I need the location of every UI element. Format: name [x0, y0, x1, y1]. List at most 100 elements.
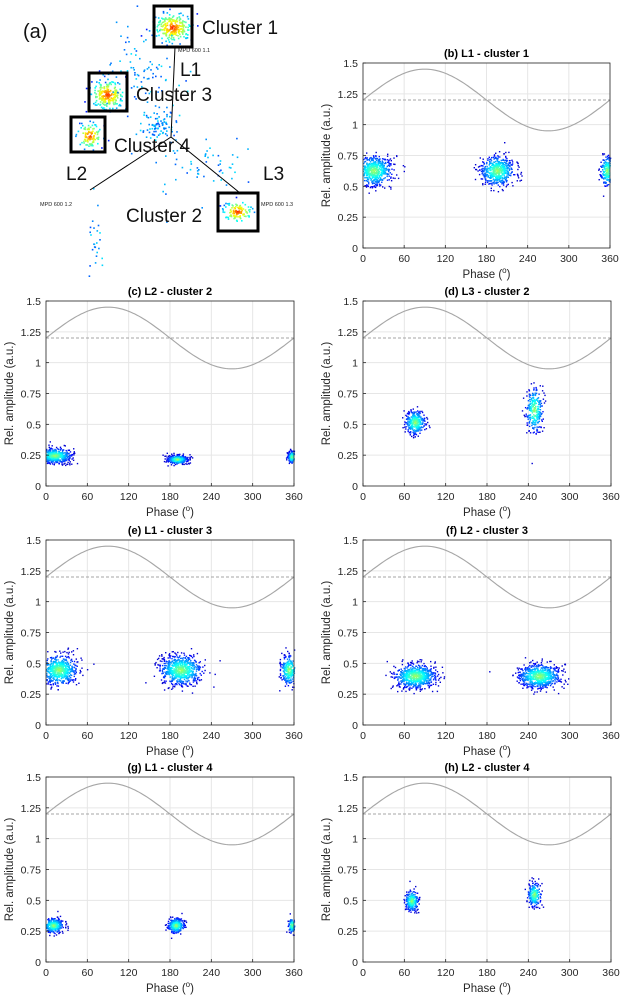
data-point — [63, 452, 65, 454]
data-point — [174, 663, 176, 665]
data-point — [64, 672, 67, 675]
data-point — [504, 164, 507, 166]
data-point — [54, 460, 57, 462]
cluster-point — [158, 29, 161, 32]
data-point — [415, 418, 417, 421]
data-point — [168, 458, 170, 461]
data-point — [60, 665, 62, 668]
cluster-point — [84, 135, 87, 138]
data-point — [185, 661, 187, 663]
data-point — [421, 429, 423, 431]
data-point — [54, 457, 57, 459]
data-point — [291, 461, 293, 463]
data-point — [425, 423, 428, 425]
data-point — [189, 456, 191, 459]
data-point — [54, 683, 57, 685]
cluster-point — [162, 18, 164, 20]
y-tick-label: 1.25 — [338, 89, 359, 101]
data-point — [422, 426, 424, 429]
data-point — [163, 677, 166, 679]
cluster-point — [182, 14, 184, 17]
cluster-point — [112, 107, 114, 110]
data-point — [63, 454, 65, 457]
data-point — [533, 419, 536, 421]
data-point — [184, 456, 186, 458]
data-point — [521, 410, 524, 412]
data-point — [52, 662, 54, 665]
cluster-point — [117, 82, 119, 84]
data-point — [495, 163, 497, 166]
cluster-point — [187, 26, 189, 29]
cluster-point — [160, 25, 163, 27]
data-point — [75, 658, 77, 660]
data-point — [507, 166, 509, 169]
data-point — [369, 169, 372, 172]
data-point — [56, 458, 59, 460]
cluster-point — [129, 61, 132, 63]
data-point — [412, 415, 414, 417]
data-point — [52, 451, 54, 453]
cluster-point — [90, 136, 93, 138]
data-point — [57, 456, 60, 458]
cluster-point — [130, 53, 133, 55]
data-point — [520, 171, 523, 174]
cluster-point — [190, 160, 192, 163]
chart-grid — [362, 62, 611, 249]
data-point — [531, 462, 533, 465]
cluster-point — [171, 16, 174, 18]
data-point — [378, 175, 380, 177]
data-point — [56, 685, 58, 687]
data-point — [537, 421, 539, 423]
data-point — [529, 396, 531, 399]
cluster-point — [94, 104, 97, 106]
cluster-point — [92, 149, 95, 151]
data-point — [539, 404, 541, 406]
data-point — [378, 179, 381, 181]
data-point — [411, 427, 414, 429]
data-point — [375, 159, 378, 162]
data-point — [59, 453, 61, 455]
data-point — [537, 397, 540, 399]
data-point — [164, 674, 166, 676]
data-point — [381, 165, 383, 167]
cluster-point — [120, 70, 122, 72]
data-point — [64, 460, 66, 462]
data-point — [417, 429, 419, 431]
cluster-point — [179, 43, 181, 45]
data-point — [190, 662, 193, 664]
data-point — [608, 156, 611, 158]
data-point — [48, 677, 50, 679]
cluster-point — [151, 63, 153, 66]
data-point — [66, 661, 69, 664]
cluster-point — [241, 209, 243, 212]
cluster-point — [101, 107, 104, 110]
cluster-point — [112, 91, 115, 94]
data-point — [534, 407, 536, 409]
data-point — [68, 675, 70, 677]
cluster-point — [93, 138, 95, 140]
cluster-point — [86, 133, 89, 135]
data-point — [490, 189, 492, 192]
data-point — [172, 655, 175, 658]
cluster-point — [155, 75, 157, 78]
data-point — [382, 169, 384, 171]
data-point — [496, 165, 498, 167]
panel-a-label: (a) — [23, 21, 47, 43]
cluster-point — [106, 102, 108, 105]
data-point — [389, 158, 392, 160]
data-point — [530, 408, 533, 410]
data-point — [53, 462, 56, 464]
cluster-point — [114, 99, 117, 101]
data-point — [68, 665, 70, 667]
cluster-point — [228, 166, 231, 169]
data-point — [419, 412, 421, 414]
data-point — [378, 162, 380, 164]
data-point — [532, 420, 534, 422]
data-point — [483, 173, 485, 175]
cluster-point — [116, 92, 118, 94]
cluster-point — [108, 83, 110, 86]
data-point — [72, 681, 75, 683]
cluster-point — [171, 31, 174, 33]
data-point — [534, 394, 537, 397]
data-point — [535, 410, 538, 412]
